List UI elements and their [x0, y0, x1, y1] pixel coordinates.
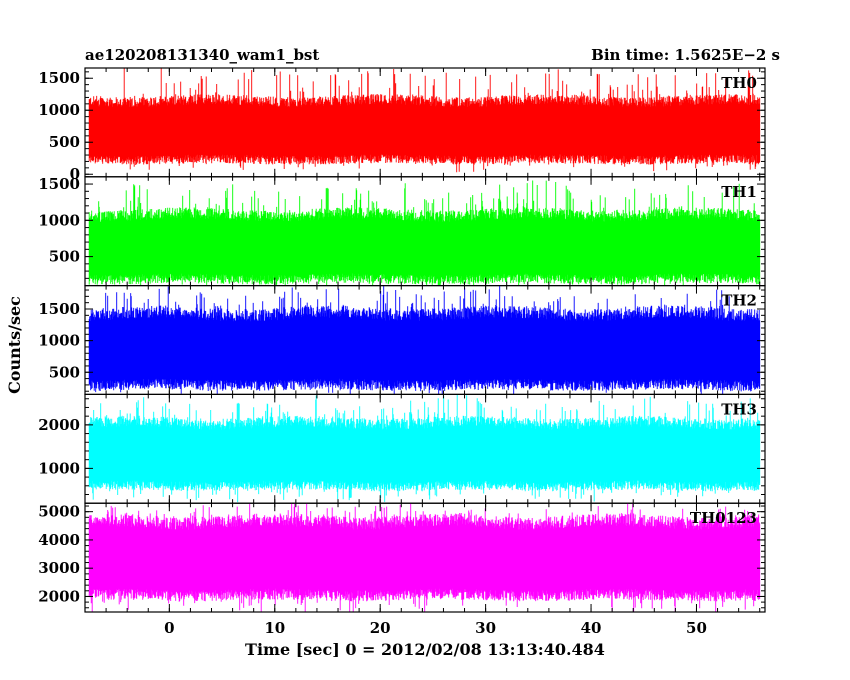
y-axis-title: Counts/sec	[5, 296, 24, 394]
chart-title-left: ae120208131340_wam1_bst	[85, 46, 319, 64]
panel-th0123: 2000 3000 4000 5000 TH0123	[38, 502, 766, 613]
y-tick-label: 1500	[38, 300, 80, 318]
y-tick-label: 500	[49, 363, 80, 381]
x-tick-label: 20	[370, 619, 391, 637]
panel-label: TH3	[721, 400, 757, 418]
y-tick-label: 0	[70, 165, 80, 183]
series-th2	[88, 285, 761, 395]
y-tick-label: 1000	[38, 332, 80, 350]
panel-label: TH2	[721, 292, 757, 310]
panel-label: TH0123	[690, 509, 757, 527]
panel-label: TH0	[721, 74, 757, 92]
x-tick-label: 40	[581, 619, 602, 637]
x-tick-label: 50	[686, 619, 707, 637]
y-tick-label: 500	[49, 133, 80, 151]
y-tick-label: 500	[49, 248, 80, 266]
x-tick-label: 10	[264, 619, 285, 637]
panel-label: TH1	[721, 183, 757, 201]
y-tick-label: 1500	[38, 69, 80, 87]
series-th3	[88, 394, 761, 503]
chart-title-right: Bin time: 1.5625E−2 s	[591, 46, 780, 64]
series-th0123	[88, 503, 761, 612]
x-axis-title: Time [sec] 0 = 2012/02/08 13:13:40.484	[245, 640, 605, 659]
y-tick-label: 5000	[38, 503, 80, 521]
panel-frame	[84, 502, 766, 613]
panel-th2: 500 1000 1500 TH2	[38, 285, 766, 396]
panels-group: 0 500 1000 1500 TH0 500 1000 1500 TH1 500 1000 1500…	[38, 67, 766, 613]
y-tick-label: 1000	[38, 459, 80, 477]
y-tick-label: 1500	[38, 175, 80, 193]
panel-th3: 1000 2000 TH3	[38, 393, 766, 504]
y-tick-label: 4000	[38, 531, 80, 549]
panel-th1: 500 1000 1500 TH1	[38, 175, 766, 287]
y-tick-label: 1000	[38, 101, 80, 119]
y-tick-label: 3000	[38, 559, 80, 577]
series-th0	[88, 68, 761, 173]
y-tick-label: 1000	[38, 211, 80, 229]
y-tick-label: 2000	[38, 416, 80, 434]
y-tick-label: 2000	[38, 587, 80, 605]
x-tick-label: 30	[475, 619, 496, 637]
panel-th0: 0 500 1000 1500 TH0	[38, 67, 766, 183]
x-tick-label: 0	[164, 619, 174, 637]
series-th1	[88, 180, 761, 286]
x-axis: 0 10 20 30 40 50	[164, 619, 707, 637]
